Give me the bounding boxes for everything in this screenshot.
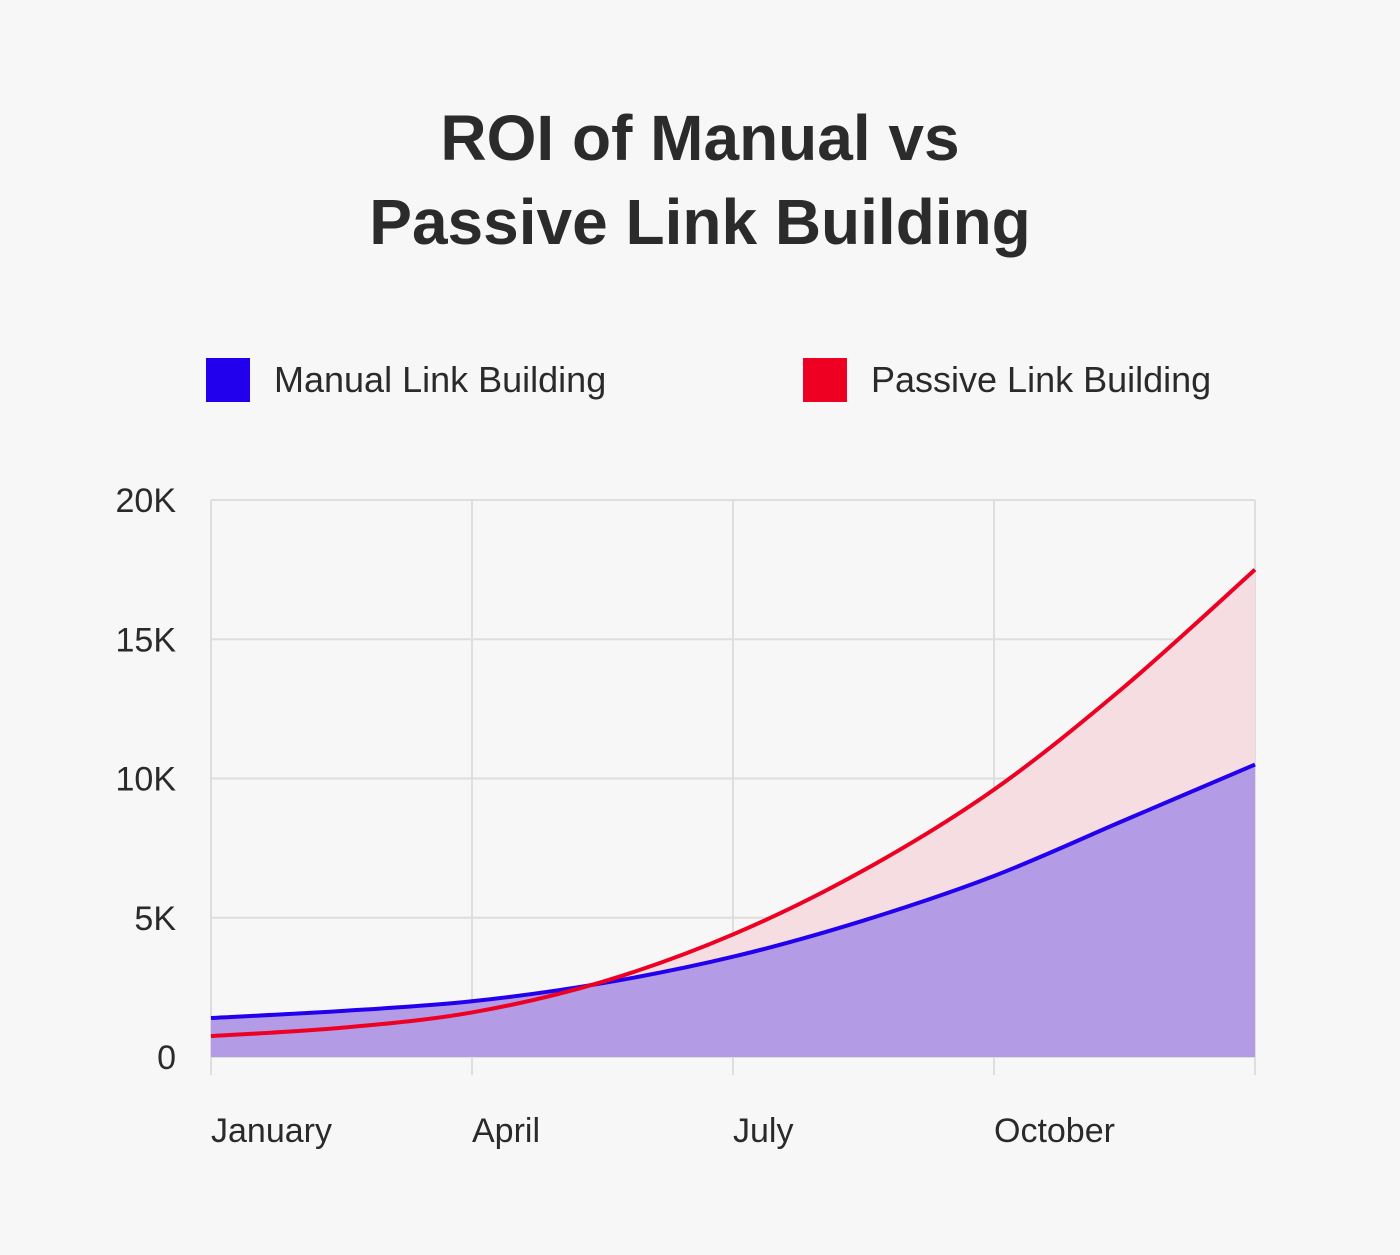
area-manual <box>211 764 1255 1057</box>
legend-item-passive: Passive Link Building <box>803 358 1211 402</box>
line-manual <box>210 762 1256 1021</box>
chart-title-line-1: ROI of Manual vs <box>440 102 960 174</box>
legend: Manual Link Building Passive Link Buildi… <box>0 358 1400 408</box>
y-tick-label: 5K <box>134 900 176 938</box>
y-tick-label: 15K <box>116 621 177 659</box>
y-tick-label: 20K <box>116 482 177 520</box>
legend-label-passive: Passive Link Building <box>871 359 1212 400</box>
legend-swatch-passive <box>803 358 847 402</box>
y-axis: 0 5K 10K 15K 20K <box>116 482 177 1077</box>
x-axis: January April July October <box>211 1112 1115 1150</box>
chart-title-line-2: Passive Link Building <box>369 186 1031 258</box>
x-tick-label: January <box>211 1112 332 1150</box>
x-tick-label: July <box>733 1112 793 1150</box>
legend-label-manual: Manual Link Building <box>274 359 607 400</box>
legend-item-manual: Manual Link Building <box>206 358 606 402</box>
line-passive <box>210 568 1257 1039</box>
line-layer <box>210 568 1257 1039</box>
y-tick-label: 0 <box>157 1039 176 1077</box>
x-tick-label: April <box>472 1112 540 1150</box>
y-tick-label: 10K <box>116 761 177 799</box>
chart-title: ROI of Manual vs Passive Link Building <box>0 96 1400 264</box>
x-tick-label: October <box>994 1112 1115 1150</box>
legend-swatch-manual <box>206 358 250 402</box>
area-layer <box>211 569 1255 1057</box>
